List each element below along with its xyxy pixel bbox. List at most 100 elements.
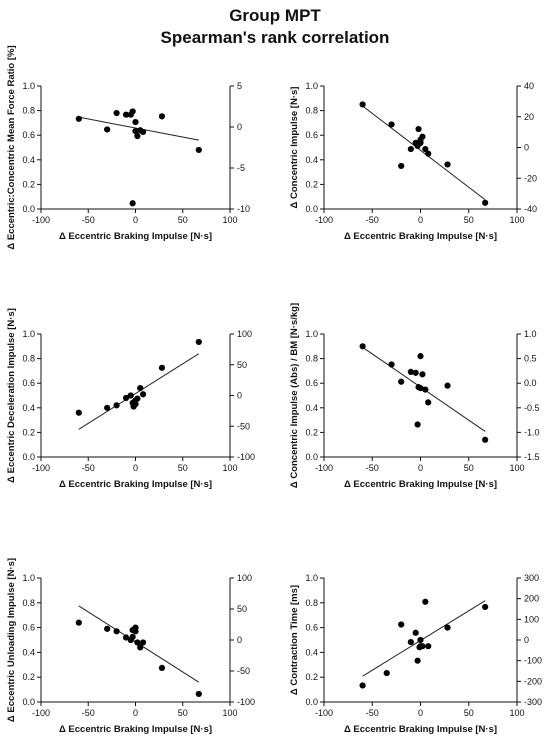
data-point — [398, 621, 405, 628]
y-right-tick-label: 50 — [237, 604, 247, 614]
data-point — [122, 111, 130, 118]
x-tick-label: -50 — [82, 215, 95, 225]
data-point — [407, 638, 414, 646]
y-left-tick-label: 0.0 — [305, 204, 318, 214]
data-point — [158, 113, 166, 120]
y-right-tick-label: 40 — [524, 81, 534, 91]
y-axis-label: Δ Concentric Impulse (Abs) / BM [N·s/kg] — [289, 303, 300, 488]
y-right-tick-label: -100 — [524, 656, 542, 666]
y-left-tick-label: 0.8 — [305, 354, 318, 364]
y-left-tick-label: 0.4 — [305, 647, 318, 657]
data-point — [129, 633, 136, 641]
y-left-tick-label: 0.8 — [22, 106, 35, 116]
data-point — [104, 625, 111, 632]
x-axis-label: Δ Eccentric Braking Impulse [N·s] — [344, 231, 497, 242]
y-right-tick-label: -40 — [524, 204, 537, 214]
data-point — [137, 385, 144, 392]
trend-line — [78, 353, 200, 430]
y-right-tick-label: 100 — [237, 573, 252, 583]
data-point — [158, 364, 166, 371]
x-tick-label: 50 — [464, 463, 474, 473]
x-tick-label: -100 — [32, 708, 50, 718]
y-right-tick-label: 5 — [237, 81, 242, 91]
data-point — [139, 391, 147, 398]
y-right-tick-label: -20 — [524, 173, 537, 183]
data-point — [383, 669, 390, 677]
data-point — [359, 343, 366, 350]
data-point — [195, 338, 202, 346]
y-left-tick-label: 0.0 — [22, 697, 35, 707]
y-left-tick-label: 0.2 — [305, 672, 318, 682]
x-tick-label: 100 — [509, 463, 524, 473]
chart-2: -100 -50 0 50 100 0.0 0.2 0.4 0.6 0.8 1.0 -40 -20 0 20… — [289, 81, 537, 242]
y-axis-label: Δ Eccentric Unloading Impulse [N·s] — [6, 558, 17, 722]
data-point — [195, 146, 202, 154]
x-axis-label: Δ Eccentric Braking Impulse [N·s] — [344, 724, 497, 735]
figure-subtitle: Spearman's rank correlation — [160, 28, 390, 47]
data-point — [139, 128, 147, 136]
x-tick-label: -100 — [315, 215, 333, 225]
data-point — [104, 126, 111, 133]
x-tick-label: 100 — [222, 215, 237, 225]
y-left-tick-label: 0.2 — [22, 672, 35, 682]
x-tick-label: -100 — [32, 215, 50, 225]
y-right-tick-label: -200 — [524, 676, 542, 686]
data-point — [398, 162, 405, 170]
y-left-tick-label: 0.8 — [305, 106, 318, 116]
data-point — [113, 402, 120, 409]
figure-title: Group MPT — [229, 6, 321, 25]
y-right-tick-label: 0 — [237, 635, 242, 645]
x-tick-label: -100 — [315, 708, 333, 718]
x-tick-label: -50 — [366, 215, 379, 225]
data-point — [122, 394, 130, 402]
data-point — [113, 628, 120, 635]
y-left-tick-label: 0.0 — [305, 697, 318, 707]
data-point — [422, 598, 429, 605]
data-point — [415, 125, 422, 133]
y-right-tick-label: -0.5 — [524, 403, 540, 413]
chart-5: -100 -50 0 50 100 0.0 0.2 0.4 0.6 0.8 1.0 -100 -50 0 5… — [6, 558, 255, 735]
x-axis-label: Δ Eccentric Braking Impulse [N·s] — [344, 479, 497, 490]
data-point — [359, 101, 366, 108]
chart-3: -100 -50 0 50 100 0.0 0.2 0.4 0.6 0.8 1.0 -100 -50 0 5… — [6, 308, 255, 490]
data-point — [104, 404, 111, 411]
data-point — [134, 132, 141, 140]
y-left-tick-label: 0.0 — [305, 452, 318, 462]
x-tick-label: 0 — [133, 463, 138, 473]
data-point — [412, 629, 419, 636]
data-point — [75, 409, 82, 416]
data-point — [416, 644, 423, 651]
y-left-tick-label: 1.0 — [305, 573, 318, 583]
y-right-tick-label: 0.0 — [524, 378, 537, 388]
data-point — [388, 121, 395, 128]
x-tick-label: 100 — [509, 708, 524, 718]
y-left-tick-label: 0.2 — [305, 427, 318, 437]
data-point — [482, 199, 489, 206]
x-axis-label: Δ Eccentric Braking Impulse [N·s] — [59, 231, 212, 242]
y-right-tick-label: 0 — [237, 391, 242, 401]
y-left-tick-label: 1.0 — [305, 329, 318, 339]
y-right-tick-label: 200 — [524, 594, 539, 604]
y-left-tick-label: 0.2 — [22, 179, 35, 189]
trend-line — [362, 105, 486, 201]
y-right-tick-label: 100 — [237, 329, 252, 339]
x-tick-label: 50 — [178, 708, 188, 718]
y-left-tick-label: 1.0 — [22, 81, 35, 91]
y-left-tick-label: 0.4 — [305, 403, 318, 413]
y-right-tick-label: 300 — [524, 573, 539, 583]
data-point — [417, 353, 424, 360]
y-right-tick-label: -100 — [237, 697, 255, 707]
y-left-tick-label: 0.6 — [22, 378, 35, 388]
data-point — [422, 145, 429, 153]
y-axis-label: Δ Concentric Impulse [N·s] — [289, 87, 300, 209]
data-point — [398, 378, 405, 385]
x-tick-label: 0 — [418, 463, 423, 473]
y-left-tick-label: 0.2 — [305, 179, 318, 189]
data-point — [75, 115, 82, 122]
y-right-tick-label: 0.5 — [524, 354, 537, 364]
data-point — [127, 392, 134, 399]
data-point — [75, 619, 82, 626]
x-tick-label: 100 — [222, 463, 237, 473]
